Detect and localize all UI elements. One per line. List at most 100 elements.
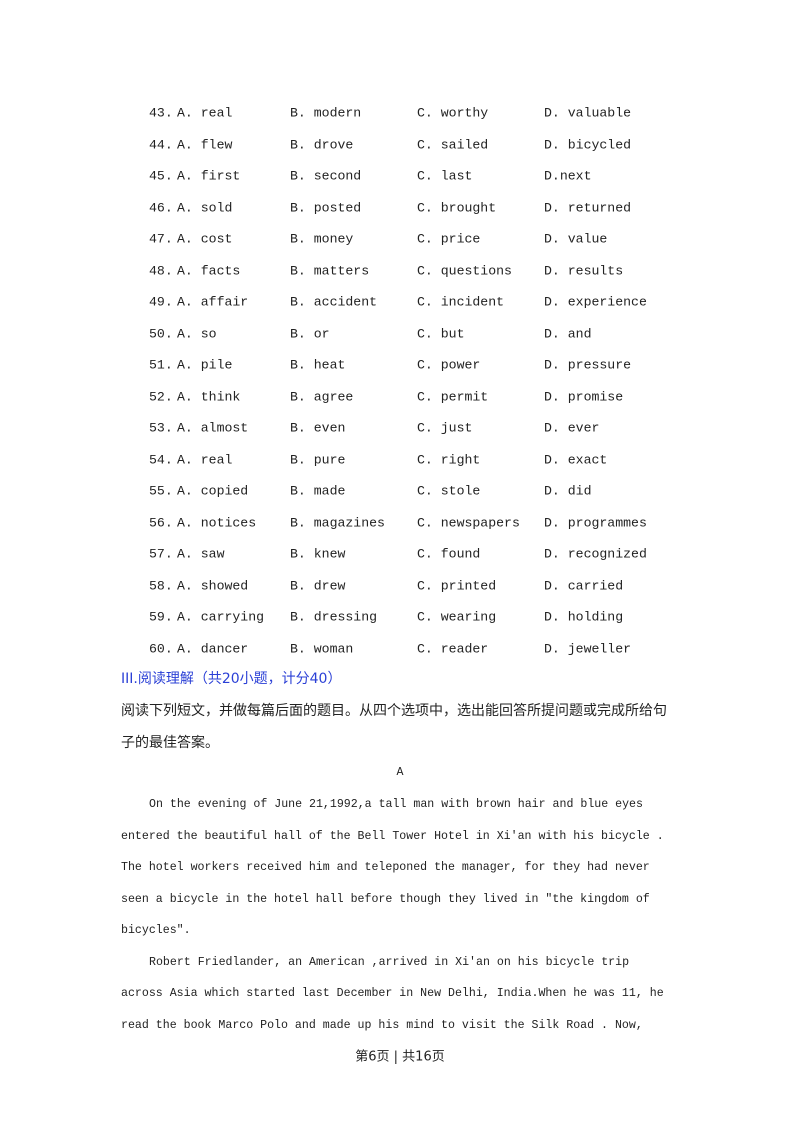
question-number: 60. (149, 640, 173, 656)
option: D.next (544, 168, 592, 184)
option: C. just (417, 420, 473, 436)
question-number: 55. (149, 483, 173, 499)
passage-title: A (396, 766, 404, 780)
question-number: 44. (149, 136, 173, 152)
option: C. price (417, 231, 481, 247)
option: D. jeweller (544, 640, 632, 656)
option: A. saw (177, 546, 225, 562)
option: A. sold (177, 199, 233, 215)
question-number: 48. (149, 262, 173, 278)
option: B. posted (290, 199, 362, 215)
option: B. dressing (290, 609, 378, 625)
option: C. worthy (417, 105, 489, 121)
option: C. power (417, 357, 481, 373)
paragraph-line: On the evening of June 21,1992,a tall ma… (149, 798, 643, 812)
option: A. notices (177, 514, 257, 530)
option: B. even (290, 420, 346, 436)
option: D. programmes (544, 514, 647, 530)
option: A. cost (177, 231, 233, 247)
option: A. real (177, 451, 233, 467)
paragraph-line: Robert Friedlander, an American ,arrived… (149, 955, 630, 969)
question-number: 47. (149, 231, 173, 247)
option: B. accident (290, 294, 378, 310)
option: C. wearing (417, 609, 497, 625)
option: A. affair (177, 294, 249, 310)
paragraph-line: entered the beautiful hall of the Bell T… (121, 829, 664, 843)
option: C. right (417, 451, 481, 467)
option: A. real (177, 105, 233, 121)
option: A. copied (177, 483, 249, 499)
option: B. or (290, 325, 330, 341)
option: A. so (177, 325, 217, 341)
option: B. agree (290, 388, 354, 404)
question-number: 56. (149, 514, 173, 530)
option: D. promise (544, 388, 624, 404)
option: B. money (290, 231, 354, 247)
option: C. printed (417, 577, 497, 593)
option: C. questions (417, 262, 512, 278)
question-number: 50. (149, 325, 173, 341)
option: C. but (417, 325, 465, 341)
option: B. heat (290, 357, 346, 373)
option: C. incident (417, 294, 505, 310)
paragraph-line: bicycles". (121, 924, 191, 938)
paragraph-line: read the book Marco Polo and made up his… (121, 1018, 643, 1032)
option: D. did (544, 483, 592, 499)
option: D. exact (544, 451, 608, 467)
option: A. almost (177, 420, 249, 436)
question-number: 51. (149, 357, 173, 373)
option: D. returned (544, 199, 632, 215)
option: B. pure (290, 451, 346, 467)
option: C. newspapers (417, 514, 520, 530)
option: D. valuable (544, 105, 632, 121)
instruction: 阅读下列短文，并做每篇后面的题目。从四个选项中，选出能回答所提问题或完成所给句 (121, 703, 667, 719)
question-number: 52. (149, 388, 173, 404)
option: A. facts (177, 262, 241, 278)
option: A. think (177, 388, 241, 404)
option: A. showed (177, 577, 249, 593)
paragraph-line: across Asia which started last December … (121, 987, 664, 1001)
option: B. made (290, 483, 346, 499)
option: D. holding (544, 609, 624, 625)
question-number: 53. (149, 420, 173, 436)
option: B. modern (290, 105, 362, 121)
option: D. carried (544, 577, 624, 593)
option: A. dancer (177, 640, 249, 656)
option: A. first (177, 168, 241, 184)
option: D. results (544, 262, 624, 278)
option: C. brought (417, 199, 497, 215)
option: D. value (544, 231, 608, 247)
question-number: 58. (149, 577, 173, 593)
option: B. knew (290, 546, 346, 562)
option: D. recognized (544, 546, 647, 562)
question-number: 54. (149, 451, 173, 467)
instruction: 子的最佳答案。 (121, 734, 219, 751)
option: B. drove (290, 136, 354, 152)
option: C. reader (417, 640, 489, 656)
option: A. flew (177, 136, 233, 152)
question-number: 59. (149, 609, 173, 625)
option: D. pressure (544, 357, 632, 373)
option: B. magazines (290, 514, 385, 530)
option: C. found (417, 546, 481, 562)
option: D. bicycled (544, 136, 632, 152)
question-number: 49. (149, 294, 173, 310)
option: C. stole (417, 483, 481, 499)
paragraph-line: The hotel workers received him and telep… (121, 861, 650, 875)
option: C. permit (417, 388, 489, 404)
option: B. second (290, 168, 362, 184)
option: B. woman (290, 640, 354, 656)
question-number: 57. (149, 546, 173, 562)
paragraph-line: seen a bicycle in the hotel hall before … (121, 892, 650, 906)
footer: 第6页 | 共16页 (355, 1049, 445, 1065)
option: A. pile (177, 357, 233, 373)
option: C. sailed (417, 136, 489, 152)
option: B. matters (290, 262, 370, 278)
option: D. and (544, 325, 592, 341)
question-number: 45. (149, 168, 173, 184)
option: C. last (417, 168, 473, 184)
option: A. carrying (177, 609, 265, 625)
option: D. experience (544, 294, 647, 310)
question-number: 46. (149, 199, 173, 215)
